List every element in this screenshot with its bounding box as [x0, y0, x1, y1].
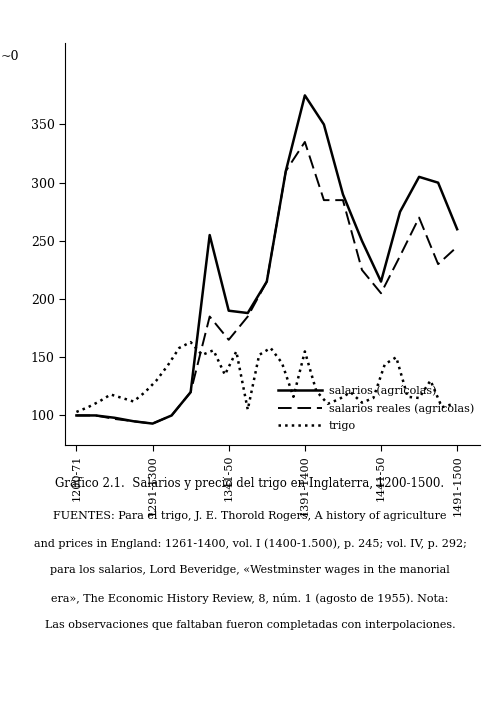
Text: FUENTES: Para el trigo, J. E. Thorold Rogers, A history of agriculture: FUENTES: Para el trigo, J. E. Thorold Ro… — [53, 511, 447, 521]
Legend: salarios (agrícolas), salarios reales (agrícolas), trigo: salarios (agrícolas), salarios reales (a… — [274, 381, 478, 435]
Text: Gráfico 2.1.  Salarios y precio del trigo en Inglaterra, 1200-1500.: Gráfico 2.1. Salarios y precio del trigo… — [56, 477, 444, 490]
Text: para los salarios, Lord Beveridge, «Westminster wages in the manorial: para los salarios, Lord Beveridge, «West… — [50, 565, 450, 575]
Text: and prices in England: 1261-1400, vol. I (1400-1.500), p. 245; vol. IV, p. 292;: and prices in England: 1261-1400, vol. I… — [34, 538, 467, 549]
Text: ~0: ~0 — [0, 50, 19, 64]
Text: Las observaciones que faltaban fueron completadas con interpolaciones.: Las observaciones que faltaban fueron co… — [44, 619, 456, 630]
Text: era», The Economic History Review, 8, núm. 1 (agosto de 1955). Nota:: era», The Economic History Review, 8, nú… — [52, 592, 448, 604]
